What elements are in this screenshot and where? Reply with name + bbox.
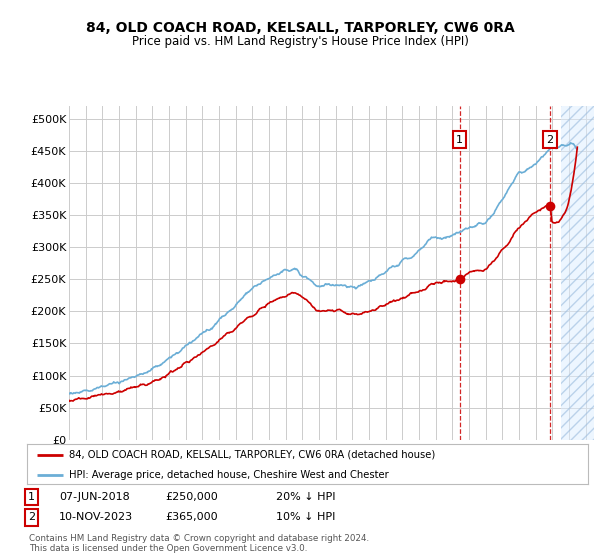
Text: 07-JUN-2018: 07-JUN-2018	[59, 492, 130, 502]
Text: 10% ↓ HPI: 10% ↓ HPI	[276, 512, 335, 522]
Text: 84, OLD COACH ROAD, KELSALL, TARPORLEY, CW6 0RA (detached house): 84, OLD COACH ROAD, KELSALL, TARPORLEY, …	[68, 450, 435, 460]
Text: Price paid vs. HM Land Registry's House Price Index (HPI): Price paid vs. HM Land Registry's House …	[131, 35, 469, 48]
Text: 1: 1	[28, 492, 35, 502]
Bar	[560, 106, 594, 440]
Text: 1: 1	[456, 135, 463, 144]
Text: Contains HM Land Registry data © Crown copyright and database right 2024.
This d: Contains HM Land Registry data © Crown c…	[29, 534, 369, 553]
Text: £250,000: £250,000	[165, 492, 218, 502]
Text: 2: 2	[547, 135, 554, 144]
Text: 20% ↓ HPI: 20% ↓ HPI	[276, 492, 335, 502]
Bar	[560, 106, 594, 440]
Text: £365,000: £365,000	[165, 512, 218, 522]
Text: 10-NOV-2023: 10-NOV-2023	[59, 512, 133, 522]
Text: HPI: Average price, detached house, Cheshire West and Chester: HPI: Average price, detached house, Ches…	[68, 470, 388, 480]
Text: 2: 2	[28, 512, 35, 522]
Text: 84, OLD COACH ROAD, KELSALL, TARPORLEY, CW6 0RA: 84, OLD COACH ROAD, KELSALL, TARPORLEY, …	[86, 21, 514, 35]
